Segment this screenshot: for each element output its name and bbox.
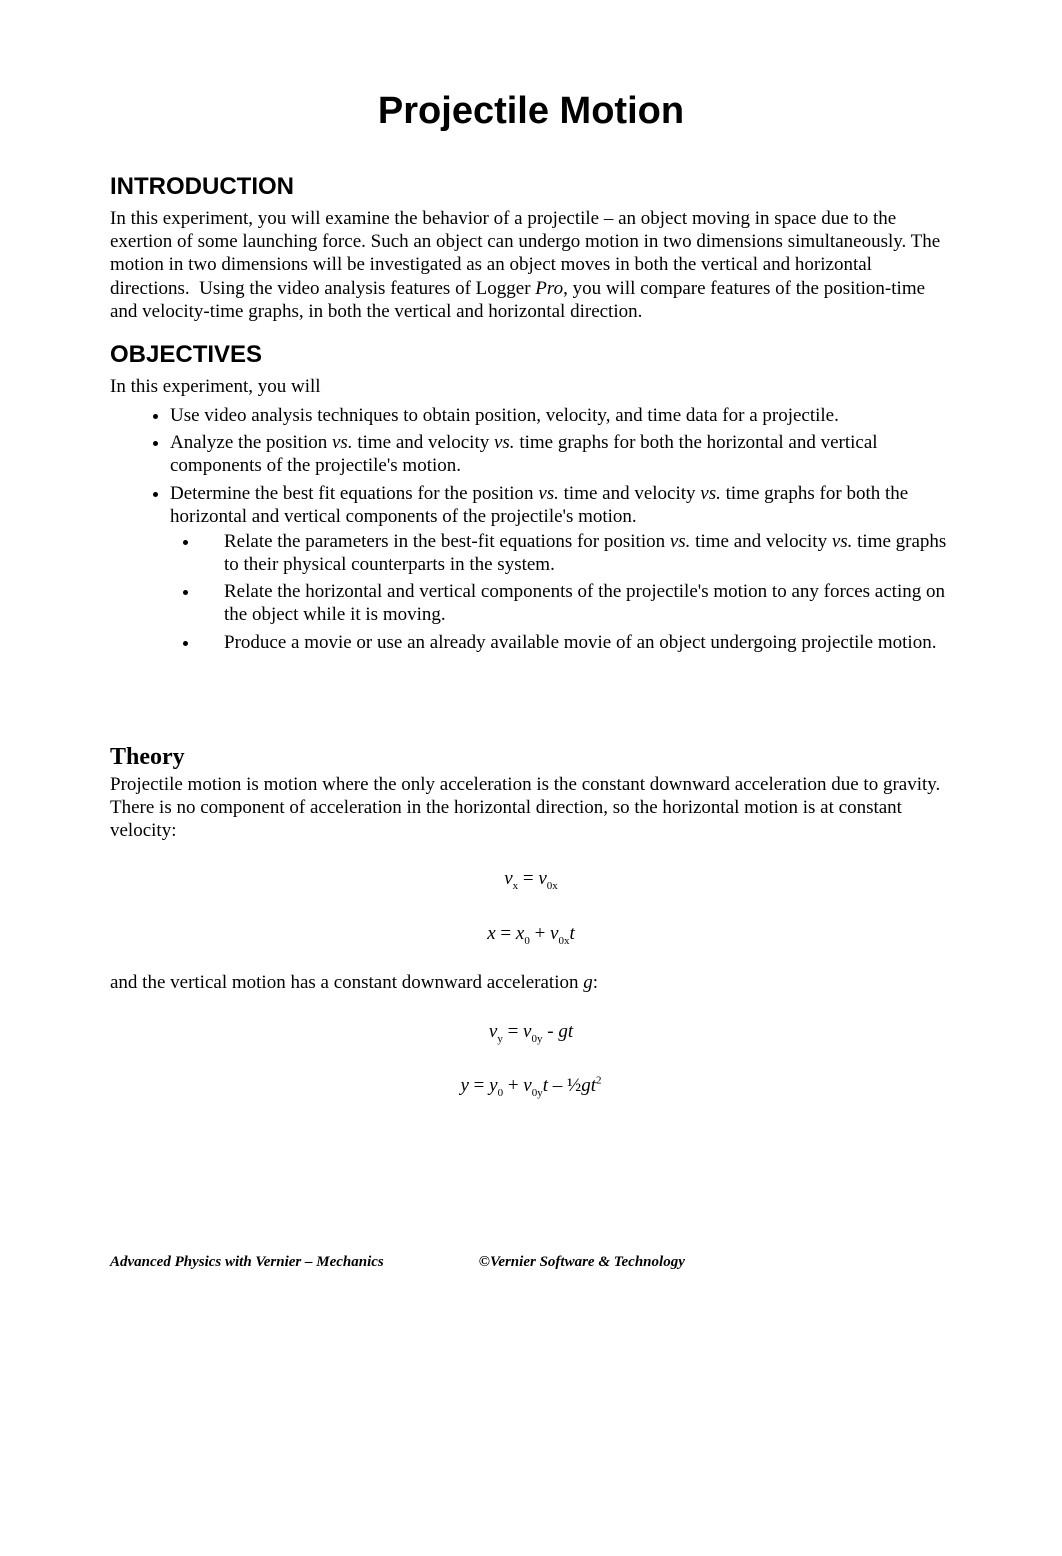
- section-header-objectives: OBJECTIVES: [110, 341, 952, 369]
- section-header-introduction: INTRODUCTION: [110, 173, 952, 201]
- equation-y: y = y0 + v0yt – ½gt2: [110, 1069, 952, 1104]
- objectives-list: Use video analysis techniques to obtain …: [110, 404, 952, 654]
- page-title: Projectile Motion: [110, 90, 952, 133]
- equation-vx: vx = v0x: [110, 862, 952, 897]
- page: Projectile Motion INTRODUCTION In this e…: [0, 0, 1062, 1341]
- list-item: Relate the parameters in the best-fit eq…: [200, 530, 952, 576]
- footer-left: Advanced Physics with Vernier – Mechanic…: [110, 1254, 384, 1271]
- footer-right: ©Vernier Software & Technology: [479, 1254, 685, 1271]
- list-item: Determine the best fit equations for the…: [170, 482, 952, 654]
- list-item: Analyze the position vs. time and veloci…: [170, 431, 952, 477]
- theory-paragraph-2: and the vertical motion has a constant d…: [110, 971, 952, 994]
- objectives-sublist: Relate the parameters in the best-fit eq…: [170, 530, 952, 654]
- section-header-theory: Theory: [110, 744, 952, 771]
- equation-x: x = x0 + v0xt: [110, 917, 952, 952]
- list-item: Relate the horizontal and vertical compo…: [200, 580, 952, 626]
- page-footer: Advanced Physics with Vernier – Mechanic…: [110, 1254, 952, 1271]
- list-item: Use video analysis techniques to obtain …: [170, 404, 952, 427]
- objectives-lead: In this experiment, you will: [110, 375, 952, 398]
- equation-vy: vy = v0y - gt: [110, 1015, 952, 1050]
- intro-paragraph: In this experiment, you will examine the…: [110, 207, 952, 323]
- theory-paragraph-1: Projectile motion is motion where the on…: [110, 773, 952, 843]
- list-item: Produce a movie or use an already availa…: [200, 631, 952, 654]
